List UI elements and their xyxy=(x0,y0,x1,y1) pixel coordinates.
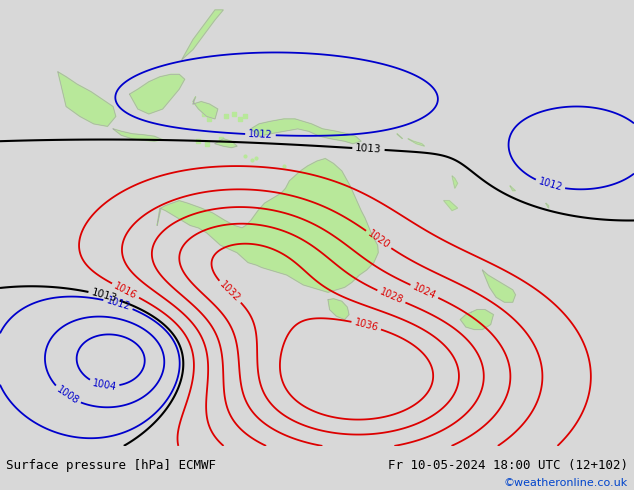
Text: 1012: 1012 xyxy=(248,129,273,140)
Polygon shape xyxy=(408,139,425,146)
Polygon shape xyxy=(58,72,116,126)
Text: 1024: 1024 xyxy=(411,282,437,301)
Polygon shape xyxy=(182,10,223,59)
Text: 1004: 1004 xyxy=(91,378,117,392)
Text: 1012: 1012 xyxy=(537,177,564,194)
Polygon shape xyxy=(328,299,349,319)
Text: 1028: 1028 xyxy=(378,287,404,306)
Polygon shape xyxy=(482,270,515,302)
Polygon shape xyxy=(510,186,515,191)
Text: 1012: 1012 xyxy=(105,295,131,312)
Polygon shape xyxy=(193,97,217,119)
Text: 1013: 1013 xyxy=(355,143,382,155)
Text: 1020: 1020 xyxy=(366,228,392,251)
Polygon shape xyxy=(215,139,237,147)
Polygon shape xyxy=(113,129,163,141)
Polygon shape xyxy=(129,74,184,114)
Text: 1013: 1013 xyxy=(90,288,118,304)
Polygon shape xyxy=(397,134,403,139)
Text: 1032: 1032 xyxy=(217,280,242,304)
Text: Fr 10-05-2024 18:00 UTC (12+102): Fr 10-05-2024 18:00 UTC (12+102) xyxy=(387,459,628,472)
Text: ©weatheronline.co.uk: ©weatheronline.co.uk xyxy=(503,478,628,488)
Text: 1008: 1008 xyxy=(55,385,81,407)
Polygon shape xyxy=(251,119,361,144)
Text: Surface pressure [hPa] ECMWF: Surface pressure [hPa] ECMWF xyxy=(6,459,216,472)
Polygon shape xyxy=(452,176,458,188)
Text: 1036: 1036 xyxy=(353,318,379,333)
Polygon shape xyxy=(157,159,378,293)
Polygon shape xyxy=(546,203,548,208)
Polygon shape xyxy=(460,310,493,329)
Text: 1016: 1016 xyxy=(112,280,139,301)
Polygon shape xyxy=(444,201,458,211)
